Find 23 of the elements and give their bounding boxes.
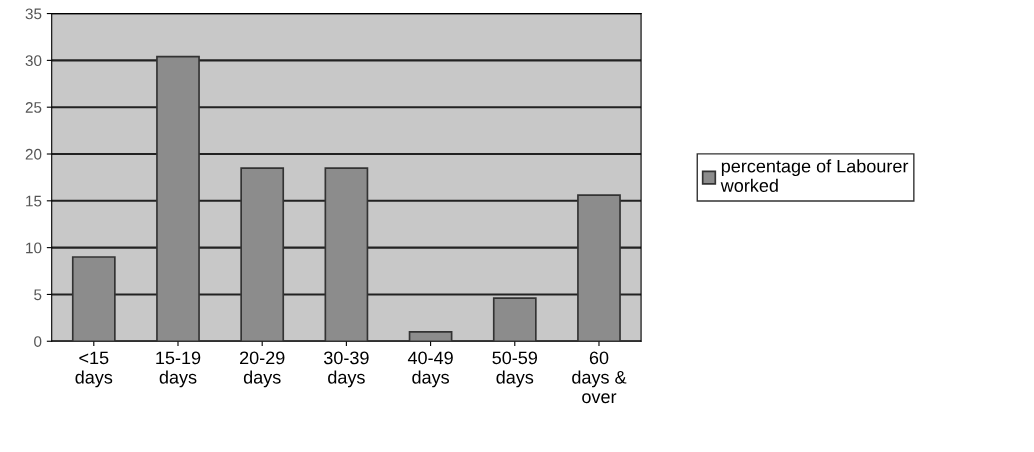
y-tick-label: 35 <box>25 8 42 20</box>
x-tick-label: 40-49 days <box>407 351 453 388</box>
bar <box>324 167 369 342</box>
y-tick-label: 30 <box>25 55 42 67</box>
x-tick-label: 30-39 days <box>323 351 369 388</box>
bar <box>492 297 537 342</box>
legend-label: percentage of Labourer worked <box>720 159 909 192</box>
y-tick-label: 25 <box>25 102 42 113</box>
x-tick-label: <15 days <box>75 351 113 388</box>
bar <box>577 194 621 342</box>
y-tick-label: 15 <box>26 195 42 207</box>
x-tick-label: 20-29 days <box>240 351 285 388</box>
x-tick-label: 50-59 days <box>492 351 538 388</box>
bar <box>240 167 285 342</box>
y-tick-label: 5 <box>34 289 42 301</box>
y-tick-label: 10 <box>26 242 42 254</box>
bar <box>156 55 200 342</box>
x-tick-label: 60 days & over <box>572 351 627 404</box>
y-tick-label: 20 <box>25 148 42 160</box>
y-tick-label: 0 <box>34 336 42 347</box>
x-tick-label: 15-19 days <box>156 351 201 388</box>
bar <box>71 256 116 342</box>
bar <box>408 331 453 342</box>
